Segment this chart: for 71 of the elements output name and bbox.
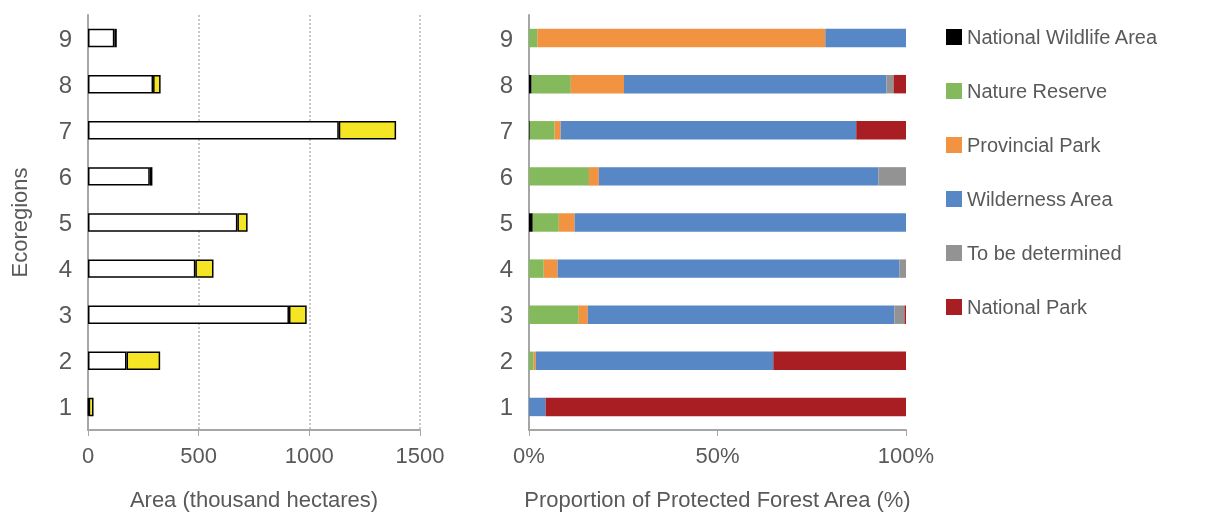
bar xyxy=(554,121,561,140)
y-tick-label: 2 xyxy=(58,347,72,375)
bar xyxy=(856,121,906,140)
bar xyxy=(624,74,887,94)
x-tick-label: 0% xyxy=(513,442,545,468)
y-tick-label: 8 xyxy=(58,70,72,98)
legend-label: Provincial Park xyxy=(967,134,1102,156)
bar xyxy=(529,259,544,278)
bar xyxy=(560,121,857,140)
bar xyxy=(529,305,579,324)
bar xyxy=(773,351,906,371)
y-tick-label: 3 xyxy=(58,301,72,329)
legend-label: National Park xyxy=(967,296,1089,318)
bar xyxy=(588,167,599,186)
bar xyxy=(543,259,558,278)
y-axis-title: Ecoregions xyxy=(6,167,32,278)
x-axis-title: Area (thousand hectares) xyxy=(129,486,379,512)
bar xyxy=(598,167,879,186)
bar xyxy=(894,305,905,324)
bar xyxy=(529,167,589,186)
x-tick-label: 1500 xyxy=(395,442,445,468)
bar xyxy=(545,397,906,417)
bar xyxy=(557,259,900,278)
x-axis-title: Proportion of Protected Forest Area (%) xyxy=(524,486,911,512)
bar xyxy=(88,397,94,417)
bar xyxy=(88,167,150,186)
bar xyxy=(529,28,538,48)
x-tick-label: 500 xyxy=(180,442,218,468)
bar xyxy=(88,28,115,48)
y-tick-label: 6 xyxy=(58,162,72,190)
bar xyxy=(532,213,559,232)
x-tick-label: 50% xyxy=(695,442,740,468)
bar xyxy=(529,397,546,417)
y-tick-label: 9 xyxy=(499,24,513,52)
bar xyxy=(570,74,624,94)
bar xyxy=(531,74,571,94)
y-tick-label: 7 xyxy=(58,116,72,144)
bar xyxy=(537,28,826,48)
y-tick-label: 3 xyxy=(499,301,513,329)
bar xyxy=(886,74,894,94)
legend-label: Wilderness Area xyxy=(967,188,1114,210)
bar xyxy=(529,74,532,94)
y-tick-label: 2 xyxy=(499,347,513,375)
legend-label: Nature Reserve xyxy=(967,80,1108,102)
bar xyxy=(878,167,906,186)
bar xyxy=(825,28,906,48)
y-tick-label: 5 xyxy=(58,209,72,236)
x-tick-label: 0 xyxy=(81,442,95,468)
bar xyxy=(899,259,906,278)
y-tick-label: 1 xyxy=(499,393,513,421)
legend-label: National Wildlife Area xyxy=(967,26,1158,48)
bar xyxy=(558,213,575,232)
y-tick-label: 4 xyxy=(58,255,72,283)
bar xyxy=(529,121,555,140)
y-tick-label: 9 xyxy=(58,24,72,52)
bar xyxy=(574,213,906,232)
x-tick-label: 1000 xyxy=(284,442,334,468)
x-tick-label: 100% xyxy=(877,442,935,468)
bar xyxy=(893,74,906,94)
bar xyxy=(587,305,895,324)
y-tick-label: 6 xyxy=(499,162,513,190)
y-tick-label: 8 xyxy=(499,70,513,98)
bar xyxy=(529,351,534,371)
bar xyxy=(535,351,774,371)
bar xyxy=(529,213,533,232)
y-tick-label: 1 xyxy=(58,393,72,421)
legend-label: To be determined xyxy=(967,242,1122,264)
y-tick-label: 4 xyxy=(499,255,513,283)
y-tick-label: 7 xyxy=(499,116,513,144)
bar xyxy=(578,305,588,324)
y-tick-label: 5 xyxy=(499,209,513,236)
